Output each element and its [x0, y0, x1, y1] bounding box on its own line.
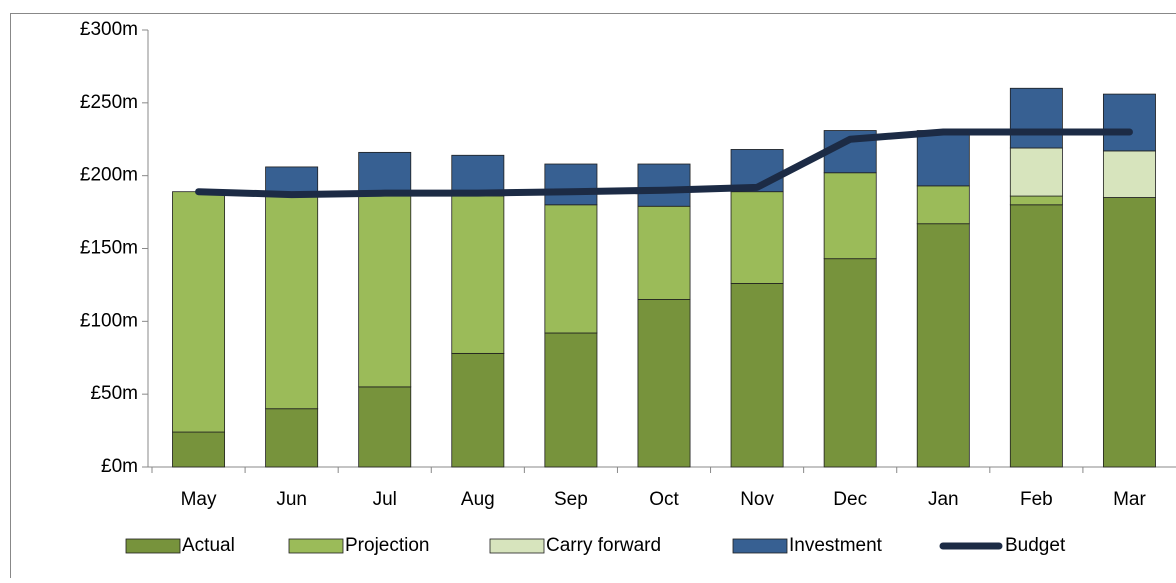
legend-label: Projection: [345, 535, 430, 556]
legend-label: Actual: [182, 535, 235, 556]
bar: [266, 196, 318, 409]
legend-label: Budget: [1005, 535, 1066, 556]
x-tick-label: Nov: [740, 489, 774, 510]
bar: [359, 387, 411, 467]
bar: [1103, 151, 1155, 198]
legend-swatch: [289, 539, 343, 553]
bar: [452, 353, 504, 467]
legend-label: Carry forward: [546, 535, 661, 556]
x-tick-label: Feb: [1020, 489, 1053, 510]
bar: [545, 164, 597, 205]
bar: [824, 173, 876, 259]
y-tick-label: £250m: [80, 92, 138, 113]
x-tick-label: Sep: [554, 489, 588, 510]
bar: [1103, 198, 1155, 467]
bar: [917, 224, 969, 467]
y-tick-label: £0m: [101, 456, 138, 477]
bar: [917, 186, 969, 224]
bar: [1010, 205, 1062, 467]
bar: [266, 409, 318, 467]
x-tick-label: Oct: [649, 489, 679, 510]
bar: [1010, 196, 1062, 205]
bar: [545, 333, 597, 467]
bar: [172, 432, 224, 467]
legend-swatch: [733, 539, 787, 553]
bar: [172, 192, 224, 432]
x-tick-label: Jun: [276, 489, 307, 510]
x-tick-label: Jan: [928, 489, 959, 510]
bar: [1010, 148, 1062, 196]
legend-swatch: [126, 539, 180, 553]
bar: [359, 152, 411, 196]
y-tick-label: £300m: [80, 19, 138, 40]
x-tick-label: Dec: [833, 489, 867, 510]
bar: [731, 283, 783, 467]
y-tick-label: £50m: [90, 383, 138, 404]
bar: [1010, 88, 1062, 148]
legend-swatch: [490, 539, 544, 553]
x-tick-label: Aug: [461, 489, 495, 510]
bar: [545, 205, 597, 333]
legend-label: Investment: [789, 535, 883, 556]
bar: [638, 164, 690, 206]
bar: [638, 206, 690, 299]
bar: [638, 299, 690, 467]
y-tick-label: £100m: [80, 310, 138, 331]
y-tick-label: £150m: [80, 238, 138, 259]
x-tick-label: May: [181, 489, 217, 510]
bar: [359, 196, 411, 387]
y-tick-label: £200m: [80, 165, 138, 186]
bar: [917, 131, 969, 186]
bar: [1103, 94, 1155, 151]
bar: [824, 259, 876, 467]
x-tick-label: Jul: [373, 489, 397, 510]
x-tick-label: Mar: [1113, 489, 1146, 510]
bar: [452, 196, 504, 353]
bar: [731, 192, 783, 284]
